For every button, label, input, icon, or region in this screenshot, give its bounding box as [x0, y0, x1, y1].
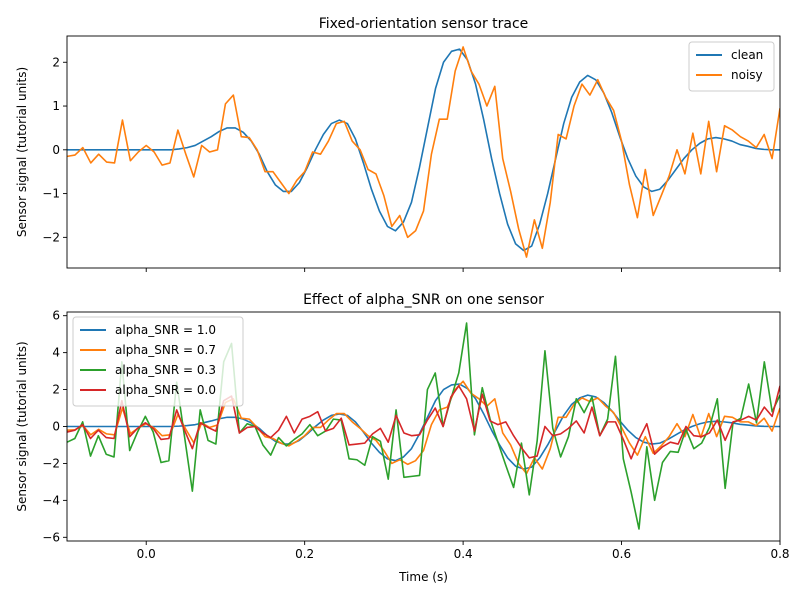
y-tick-label: 1 [52, 99, 60, 113]
legend-label-4: alpha_SNR = 0.0 [115, 383, 216, 397]
x-tick-label: 0.6 [612, 547, 631, 561]
x-tick-label: 0.0 [137, 547, 156, 561]
y-axis-label: Sensor signal (tutorial units) [15, 67, 29, 237]
y-tick-label: 0 [52, 420, 60, 434]
x-tick-label: 0.4 [454, 547, 473, 561]
x-tick-label: 0.2 [295, 547, 314, 561]
series-line-1 [67, 48, 780, 252]
legend: alpha_SNR = 1.0 alpha_SNR = 0.7 alpha_SNR … [72, 316, 244, 407]
y-tick-label: 2 [52, 55, 60, 69]
chart-panel-2: 0.0 0.2 0.4 0.6 0.8 −6 −4 −2 0 2 4 6 Effect of alpha… [15, 292, 790, 584]
series-line-2 [67, 46, 780, 258]
y-tick-label: −1 [42, 187, 60, 201]
legend-label-2: alpha_SNR = 0.7 [115, 343, 216, 357]
y-tick-label: 0 [52, 143, 60, 157]
legend-label-2: noisy [731, 68, 763, 82]
series-line-4 [67, 385, 780, 460]
y-tick-label: −2 [42, 456, 60, 470]
y-tick-label: 4 [52, 346, 60, 360]
y-tick-label: −6 [42, 530, 60, 544]
chart-panel-1: −2 −1 0 1 2 Fixed-orientation sensor trace Sen… [15, 16, 781, 272]
series-line-3 [67, 322, 780, 530]
series-line-2 [67, 380, 780, 475]
x-axis-label: Time (s) [398, 570, 448, 584]
x-tick-label: 0.8 [770, 547, 789, 561]
axes-frame [66, 35, 781, 269]
legend-label-1: alpha_SNR = 1.0 [115, 323, 216, 337]
y-tick-label: −2 [42, 230, 60, 244]
y-tick-label: −4 [42, 493, 60, 507]
y-tick-label: 6 [52, 309, 60, 323]
legend: clean noisy [688, 41, 775, 92]
y-axis-label: Sensor signal (tutorial units) [15, 341, 29, 511]
chart-title: Fixed-orientation sensor trace [319, 16, 529, 32]
legend-label-1: clean [731, 48, 763, 62]
legend-label-3: alpha_SNR = 0.3 [115, 363, 216, 377]
chart-title: Effect of alpha_SNR on one sensor [303, 292, 544, 308]
y-tick-label: 2 [52, 383, 60, 397]
legend-box [72, 316, 244, 407]
